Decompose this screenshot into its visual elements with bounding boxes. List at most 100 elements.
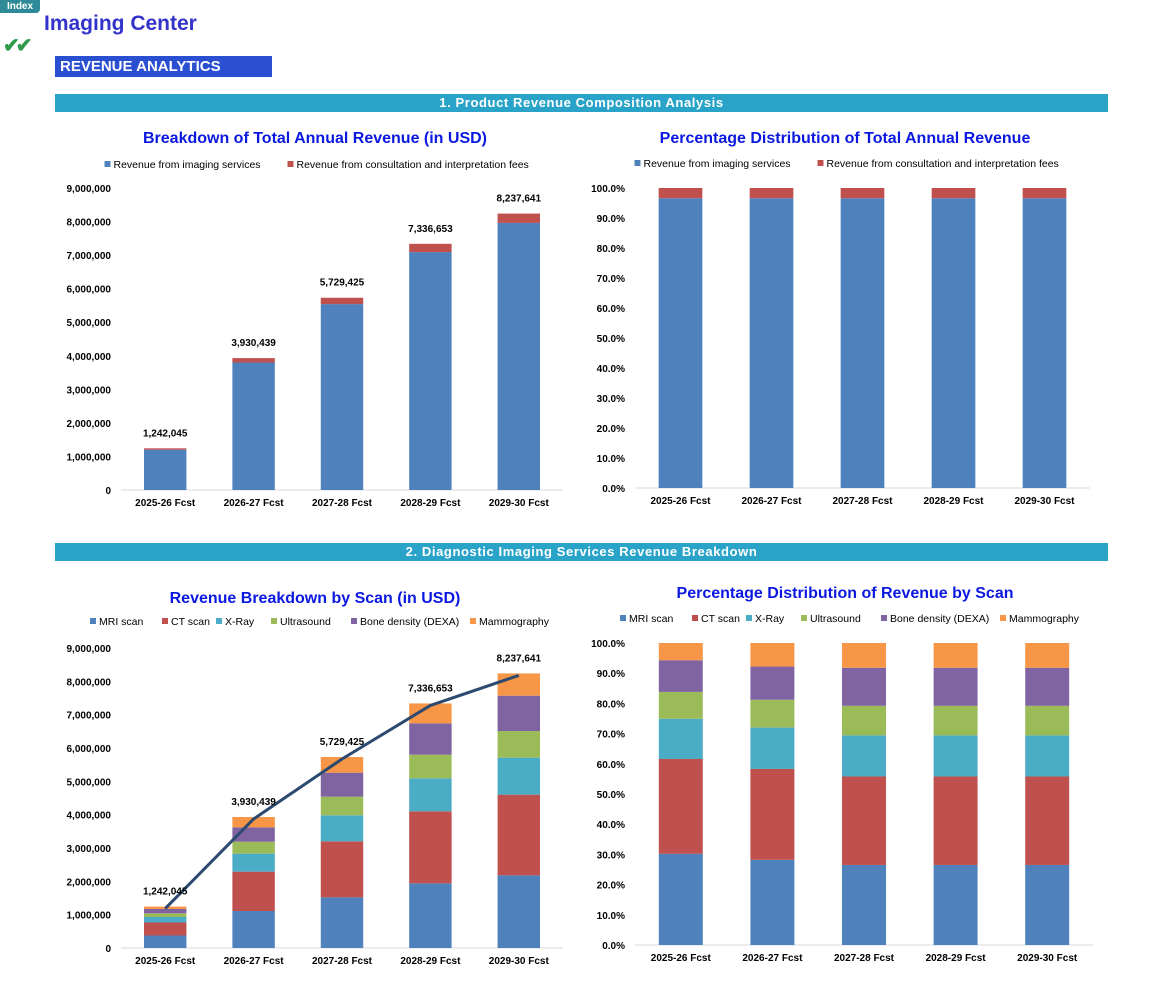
- bar-segment: [143, 922, 187, 936]
- bar-segment: [143, 448, 187, 450]
- legend-swatch: [351, 618, 357, 624]
- bar-segment: [658, 188, 703, 199]
- legend-swatch: [881, 615, 887, 621]
- bar-segment: [1025, 667, 1070, 706]
- bar-segment: [409, 252, 452, 490]
- total-data-label: 7,336,653: [408, 683, 453, 694]
- x-tick-label: 2025-26 Fcst: [135, 498, 196, 509]
- bar-segment: [750, 643, 795, 667]
- y-tick-label: 1,000,000: [67, 911, 112, 922]
- bar-segment: [749, 198, 794, 488]
- bar-segment: [320, 897, 364, 948]
- x-tick-label: 2027-28 Fcst: [834, 953, 895, 964]
- x-tick-label: 2029-30 Fcst: [1017, 953, 1078, 964]
- x-tick-label: 2028-29 Fcst: [923, 496, 984, 507]
- legend-label: Revenue from imaging services: [644, 158, 791, 170]
- y-tick-label: 5,000,000: [67, 318, 112, 329]
- bar-segment: [232, 362, 275, 490]
- bar-segment: [658, 660, 703, 692]
- bar-segment: [933, 776, 978, 865]
- bar-segment: [842, 776, 886, 865]
- bar-segment: [320, 757, 364, 773]
- bar-segment: [1025, 705, 1070, 736]
- x-tick-label: 2028-29 Fcst: [926, 953, 987, 964]
- bar-segment: [750, 768, 795, 860]
- section-heading-2: 2. Diagnostic Imaging Services Revenue B…: [55, 543, 1108, 561]
- y-tick-label: 9,000,000: [67, 644, 112, 655]
- legend-label: Ultrasound: [280, 616, 331, 628]
- x-tick-label: 2029-30 Fcst: [1014, 496, 1075, 507]
- bar-segment: [497, 794, 541, 876]
- y-tick-label: 4,000,000: [67, 352, 112, 363]
- chart-title-total-revenue-pct: Percentage Distribution of Total Annual …: [659, 130, 1031, 147]
- legend-label: Revenue from consultation and interpreta…: [827, 158, 1059, 170]
- y-tick-label: 0: [105, 944, 111, 955]
- y-tick-label: 80.0%: [597, 699, 625, 710]
- x-tick-label: 2026-27 Fcst: [224, 498, 285, 509]
- bar-segment: [1025, 643, 1070, 668]
- bar-segment: [143, 935, 187, 948]
- legend-label: MRI scan: [629, 613, 674, 625]
- section-tag: REVENUE ANALYTICS: [55, 56, 272, 77]
- legend-label: MRI scan: [99, 616, 144, 628]
- bar-segment: [933, 735, 978, 777]
- total-data-label: 7,336,653: [408, 224, 453, 235]
- legend-swatch: [746, 615, 752, 621]
- bar-segment: [320, 304, 364, 490]
- total-data-label: 3,930,439: [231, 338, 276, 349]
- index-button[interactable]: Index: [0, 0, 40, 13]
- total-data-label: 5,729,425: [320, 737, 365, 748]
- bar-segment: [658, 643, 703, 661]
- y-tick-label: 40.0%: [597, 820, 625, 831]
- legend-label: Ultrasound: [810, 613, 861, 625]
- x-tick-label: 2027-28 Fcst: [832, 496, 893, 507]
- y-tick-label: 5,000,000: [67, 777, 112, 788]
- bar-segment: [842, 667, 886, 706]
- y-tick-label: 40.0%: [597, 364, 625, 375]
- y-tick-label: 3,000,000: [67, 844, 112, 855]
- y-tick-label: 6,000,000: [67, 285, 112, 296]
- legend-label: CT scan: [171, 616, 210, 628]
- bar-segment: [232, 871, 275, 911]
- legend-swatch: [271, 618, 277, 624]
- legend-swatch: [104, 161, 111, 167]
- legend-label: X-Ray: [225, 616, 255, 628]
- legend-label: Revenue from imaging services: [114, 159, 261, 171]
- bar-segment: [232, 816, 275, 828]
- y-tick-label: 0.0%: [602, 941, 625, 952]
- bar-segment: [143, 449, 187, 490]
- bar-segment: [931, 188, 976, 199]
- bar-segment: [320, 772, 364, 797]
- y-tick-label: 6,000,000: [67, 744, 112, 755]
- bar-segment: [1025, 864, 1070, 945]
- bar-segment: [840, 198, 885, 488]
- total-data-label: 3,930,439: [231, 797, 276, 808]
- bar-segment: [497, 757, 541, 795]
- legend-label: Mammography: [479, 616, 550, 628]
- bar-segment: [842, 643, 886, 668]
- bar-segment: [658, 758, 703, 854]
- total-trend-line: [164, 673, 520, 910]
- bar-segment: [750, 699, 795, 728]
- legend-label: Bone density (DEXA): [890, 613, 989, 625]
- y-tick-label: 50.0%: [597, 790, 625, 801]
- legend-label: Revenue from consultation and interpreta…: [297, 159, 529, 171]
- bar-segment: [1022, 188, 1067, 199]
- x-tick-label: 2027-28 Fcst: [312, 498, 373, 509]
- legend-swatch: [1000, 615, 1006, 621]
- total-data-label: 5,729,425: [320, 278, 365, 289]
- x-tick-label: 2026-27 Fcst: [741, 496, 802, 507]
- chart-title-total-revenue: Breakdown of Total Annual Revenue (in US…: [142, 130, 488, 147]
- bar-segment: [409, 778, 452, 812]
- y-tick-label: 3,000,000: [67, 385, 112, 396]
- bar-segment: [658, 718, 703, 759]
- bar-segment: [232, 853, 275, 872]
- y-tick-label: 30.0%: [597, 850, 625, 861]
- bar-segment: [143, 917, 187, 923]
- bar-segment: [409, 811, 452, 884]
- bar-segment: [842, 735, 886, 777]
- bar-segment: [232, 358, 275, 363]
- bar-segment: [143, 913, 187, 917]
- bar-segment: [933, 705, 978, 736]
- y-tick-label: 100.0%: [591, 184, 625, 195]
